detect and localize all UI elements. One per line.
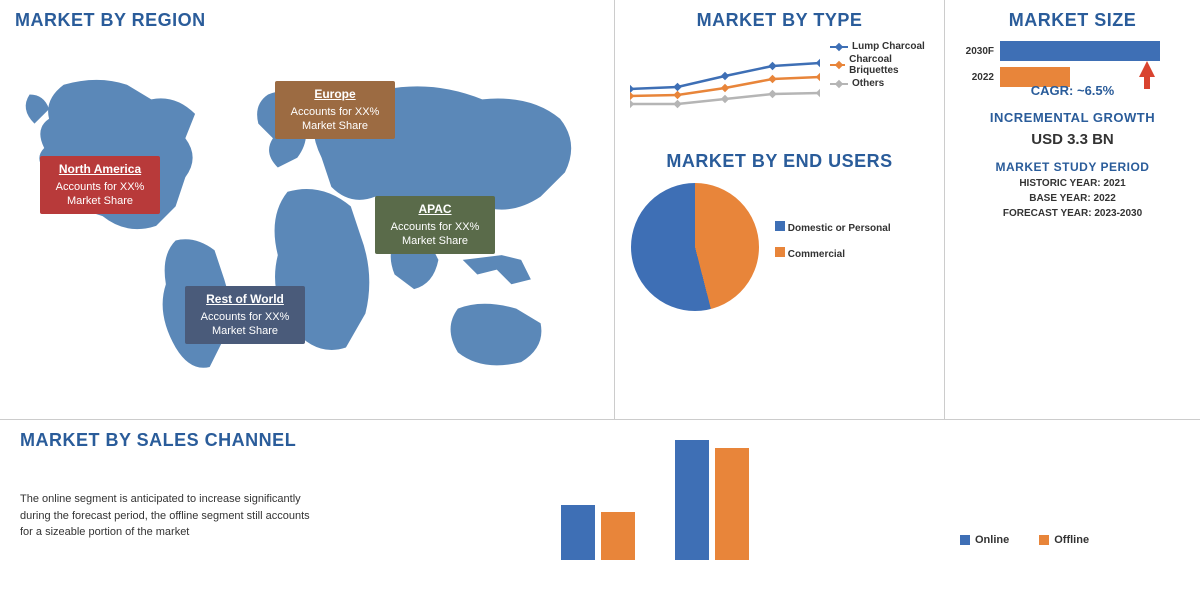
sales-panel: MARKET BY SALES CHANNEL The online segme… [0,420,1200,600]
endusers-legend-item: Commercial [775,247,891,263]
type-legend-item: Lump Charcoal [830,41,929,52]
infographic-root: MARKET BY REGION North AmericaAccounts f… [0,0,1200,600]
sales-legend-item: Offline [1039,534,1089,546]
endusers-legend: Domestic or Personal Commercial [775,221,891,273]
type-enduser-panel: MARKET BY TYPE Lump Charcoal Charcoal Bri… [615,0,945,419]
type-title: MARKET BY TYPE [630,10,929,31]
msp-title: MARKET STUDY PERIOD [960,160,1185,174]
size-panel: MARKET SIZE 2030F2022 CAGR: ~6.5% INCREM… [945,0,1200,419]
sales-bar-chart [350,430,960,570]
world-map: North AmericaAccounts for XX%Market Shar… [15,41,599,401]
endusers-legend-item: Domestic or Personal [775,221,891,237]
region-box-north-america: North AmericaAccounts for XX%Market Shar… [40,156,160,214]
sales-title: MARKET BY SALES CHANNEL [20,430,350,451]
msp-line: HISTORIC YEAR: 2021 [960,178,1185,189]
region-box-rest-of-world: Rest of WorldAccounts for XX%Market Shar… [185,286,305,344]
sales-bar-group [675,440,749,560]
endusers-title: MARKET BY END USERS [630,151,929,172]
size-bar-2030F: 2030F [960,41,1185,61]
type-legend-item: Others [830,78,929,89]
msp-line: FORECAST YEAR: 2023-2030 [960,208,1185,219]
ig-title: INCREMENTAL GROWTH [960,110,1185,125]
type-legend: Lump Charcoal Charcoal Briquettes Others [830,41,929,136]
ig-value: USD 3.3 BN [960,131,1185,148]
region-panel: MARKET BY REGION North AmericaAccounts f… [0,0,615,419]
cagr-label: CAGR: ~6.5% [960,83,1185,98]
endusers-pie [630,182,760,312]
sales-description: The online segment is anticipated to inc… [20,461,320,541]
msp-lines: HISTORIC YEAR: 2021 BASE YEAR: 2022 FORECA… [960,178,1185,219]
size-title: MARKET SIZE [960,10,1185,31]
region-box-apac: APACAccounts for XX%Market Share [375,196,495,254]
sales-legend-item: Online [960,534,1009,546]
top-row: MARKET BY REGION North AmericaAccounts f… [0,0,1200,420]
growth-arrow-icon [1139,61,1155,77]
type-line-chart [630,41,820,136]
sales-bar-group [561,505,635,560]
type-legend-item: Charcoal Briquettes [830,54,929,76]
region-box-europe: EuropeAccounts for XX%Market Share [275,81,395,139]
sales-legend: Online Offline [960,430,1180,590]
region-title: MARKET BY REGION [15,10,599,31]
msp-line: BASE YEAR: 2022 [960,193,1185,204]
